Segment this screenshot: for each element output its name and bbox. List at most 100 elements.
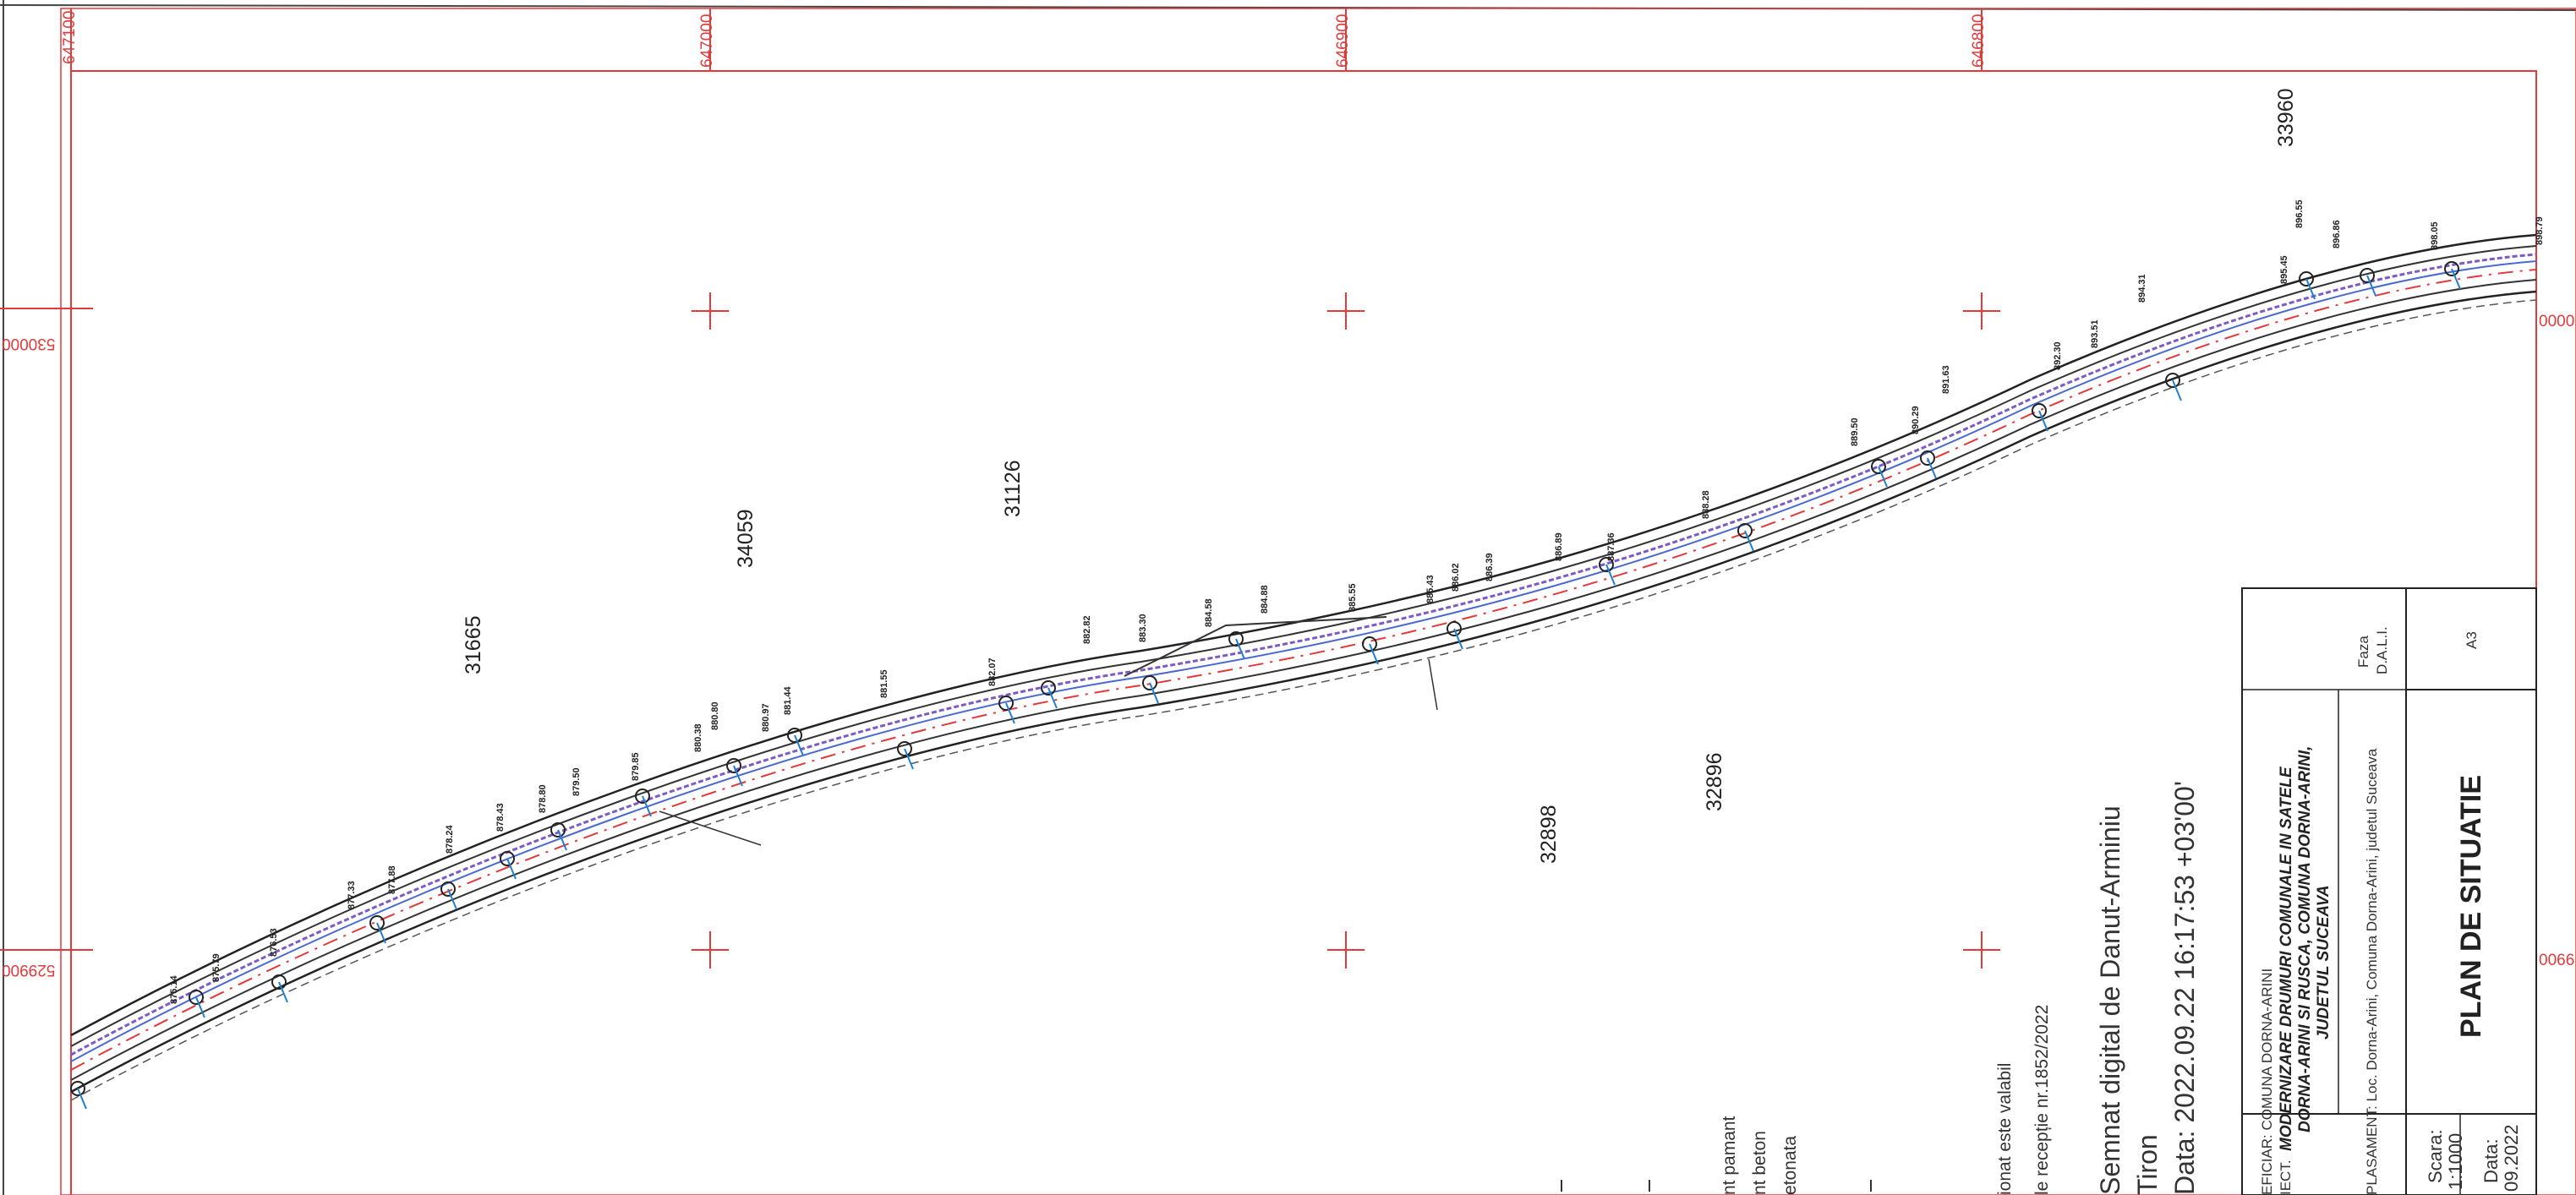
grid-coord-label: 529900 [2, 961, 56, 979]
elevation-label: 878.24 [445, 825, 455, 854]
survey-point-marker [369, 915, 385, 930]
elevation-label: 889.50 [1850, 417, 1860, 446]
survey-point-leader [1005, 702, 1015, 724]
elevation-label: 880.38 [693, 723, 703, 752]
drawing-title: PLAN DE SITUATIE [2455, 774, 2487, 1038]
survey-point-leader [733, 765, 743, 787]
survey-point-leader [1744, 530, 1754, 552]
survey-point-marker [189, 990, 204, 1005]
survey-point-marker [550, 822, 566, 838]
survey-point-marker [998, 696, 1014, 711]
survey-point-marker [897, 741, 912, 756]
road-axis [70, 269, 2537, 1071]
elevation-label: 888.28 [1701, 490, 1711, 519]
grid-coord-label: 646800 [1970, 14, 1988, 68]
survey-point-marker [787, 728, 802, 743]
signature-line-1: Semnat digital de Danut-Arminiu [2095, 805, 2125, 1195]
elevation-label: 875.14 [169, 975, 179, 1004]
sheet-format: A3 [2464, 631, 2480, 649]
grid-outer-band [60, 8, 2576, 1195]
elevation-label: 890.29 [1911, 406, 1921, 434]
location-label: PLASAMENT: Loc. Dorna-Arini, Comuna Dorn… [2364, 748, 2380, 1195]
road-edge-outer-north [70, 233, 2537, 1037]
grid-cross [692, 292, 729, 330]
survey-point-marker [635, 788, 650, 804]
elevation-label: 878.80 [538, 784, 548, 813]
elevation-label: 877.33 [347, 881, 357, 909]
survey-point-marker [1871, 459, 1886, 474]
survey-point-marker [1447, 621, 1462, 636]
elevation-label: 880.80 [710, 701, 720, 730]
legend-item: nt beton [1750, 1131, 1769, 1195]
ditch-south [70, 299, 2537, 1101]
grid-coord-label: 530000 [2, 335, 56, 352]
elevation-label: 886.39 [1485, 553, 1495, 581]
legend-item: etonata [1780, 1135, 1800, 1195]
elevation-label: 884.88 [1260, 585, 1270, 614]
side-road [1428, 658, 1438, 711]
page-top-edge [0, 4, 2576, 11]
elevation-label: 885.55 [1348, 583, 1358, 612]
phase-label: Faza [2355, 636, 2371, 668]
elevation-label: 879.50 [572, 767, 582, 796]
elevation-label: 891.63 [1941, 365, 1951, 394]
survey-point-marker [1142, 675, 1157, 690]
elevation-label: 896.55 [2294, 199, 2305, 228]
scale-value: 1:1000 [2445, 1132, 2466, 1190]
survey-point-leader [1047, 687, 1058, 709]
survey-point-marker [2444, 261, 2459, 276]
survey-point-marker [1737, 523, 1753, 538]
grid-cross [1327, 931, 1365, 969]
beneficiary-label: EFICIAR: COMUNA DORNA-ARINI [2259, 968, 2275, 1195]
survey-point-marker [2360, 268, 2375, 283]
survey-point-leader [794, 734, 804, 756]
elevation-label: 885.43 [1425, 575, 1436, 603]
project-line-3: JUDETUL SUCEAVA [2315, 885, 2333, 1039]
project-line-2: DORNA-ARINI SI RUSCA, COMUNA DORNA-ARINI… [2296, 745, 2314, 1132]
elevation-label: 892.30 [2053, 341, 2063, 370]
parcel-number: 32896 [1703, 752, 1726, 811]
survey-point-marker [2032, 403, 2047, 418]
survey-point-marker [440, 881, 456, 897]
side-road [1124, 616, 1387, 677]
survey-point-leader [376, 922, 386, 944]
legend-mark [1561, 1180, 1562, 1192]
elevation-label: 882.82 [1082, 615, 1092, 644]
elevation-label: 876.53 [269, 928, 279, 957]
legend-mark [1649, 1180, 1650, 1192]
side-road [659, 810, 762, 846]
date-value: 09.2022 [2501, 1124, 2522, 1192]
survey-point-leader [2172, 379, 2182, 401]
elevation-label: 894.31 [2137, 274, 2147, 303]
grid-cross [1963, 292, 2000, 330]
survey-point-leader [1235, 638, 1245, 660]
survey-point-leader [1149, 682, 1159, 704]
lane-marking-north [70, 253, 2537, 1056]
survey-point-marker [1041, 680, 1056, 696]
elevation-label: 881.55 [879, 669, 889, 698]
lane-marking-north-2 [70, 260, 2537, 1062]
survey-point-leader [506, 858, 517, 880]
grid-cross [692, 931, 729, 969]
survey-point-marker [1599, 557, 1614, 572]
signature-line-2: Tiron [2132, 1134, 2163, 1195]
survey-point-leader [1927, 457, 1937, 479]
parcel-number: 33960 [2274, 88, 2298, 147]
elevation-label: 898.05 [2430, 221, 2440, 250]
grid-frame [70, 70, 2537, 1195]
survey-point-leader [2305, 278, 2316, 300]
elevation-label: 886.89 [1554, 532, 1564, 561]
survey-point-leader [904, 748, 914, 770]
elevation-label: 895.45 [2279, 255, 2289, 284]
survey-point-leader [1605, 564, 1616, 586]
project-label: IECT. [2278, 1160, 2294, 1195]
survey-point-leader [195, 996, 205, 1018]
elevation-label: 886.02 [1451, 563, 1461, 592]
survey-point-marker [271, 974, 287, 990]
elevation-label: 887.36 [1606, 532, 1616, 561]
survey-point-marker [1362, 636, 1377, 652]
elevation-label: 896.86 [2332, 220, 2342, 248]
survey-point-leader [1453, 628, 1463, 650]
stamp-text-2: le recepție nr.1852/2022 [2032, 1004, 2052, 1195]
stamp-text-1: ionat este valabil [1995, 1062, 2015, 1195]
